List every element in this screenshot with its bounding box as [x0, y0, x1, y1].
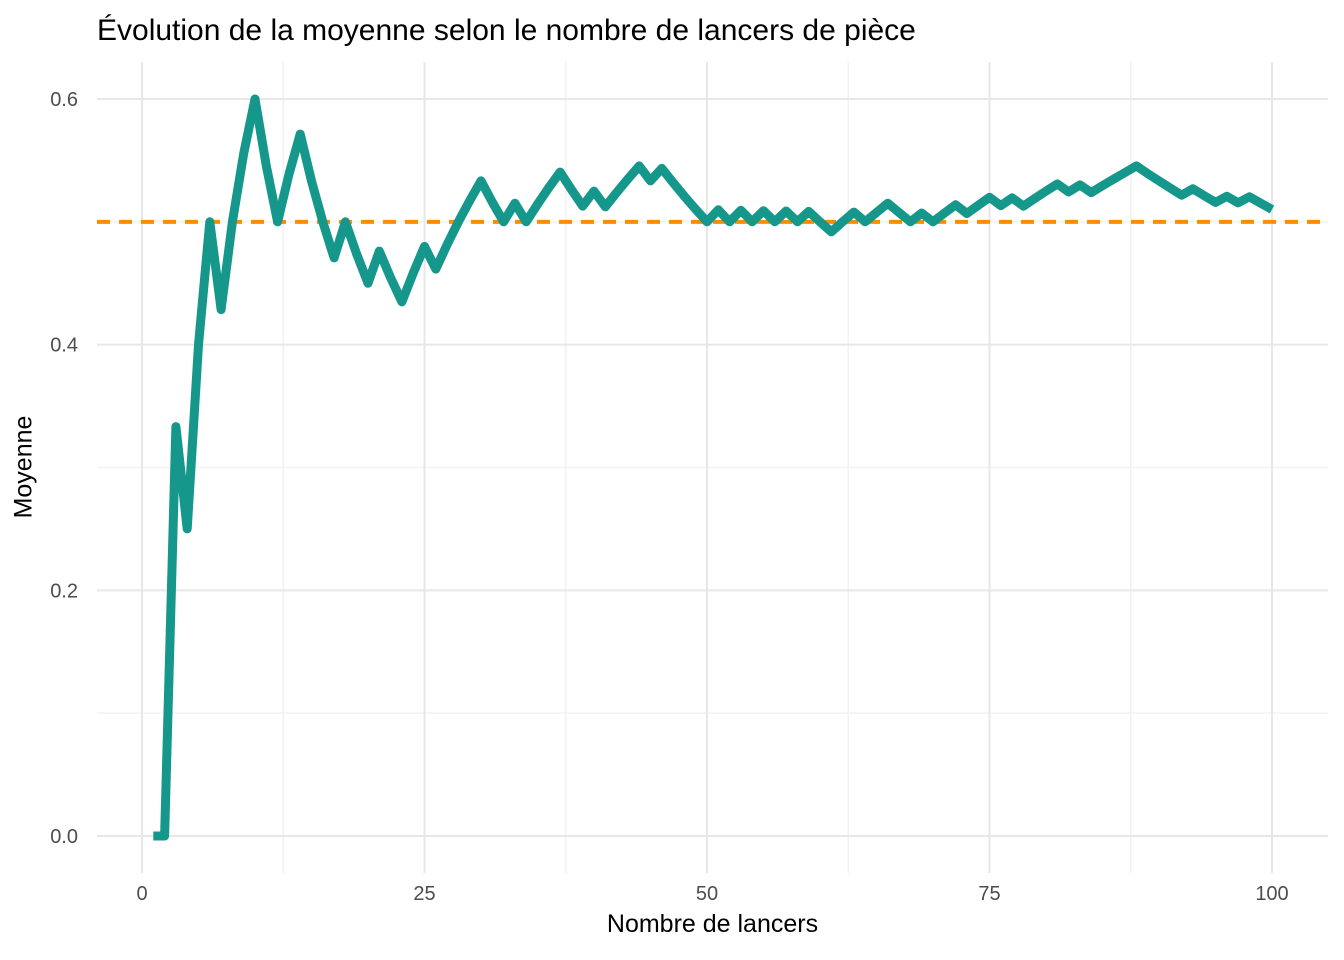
- mean-line-series: [153, 94, 1275, 841]
- y-tick-labels: 0.0 0.2 0.4 0.6: [50, 89, 78, 848]
- x-tick-label: 0: [136, 883, 147, 905]
- x-tick-label: 75: [978, 883, 1000, 905]
- x-axis-title: Nombre de lancers: [606, 910, 819, 938]
- x-tick-labels: 0 25 50 75 100: [136, 883, 1288, 905]
- chart-title: Évolution de la moyenne selon le nombre …: [97, 14, 916, 47]
- y-tick-label: 0.4: [50, 335, 78, 357]
- y-tick-label: 0.0: [50, 826, 78, 848]
- x-tick-label: 100: [1255, 883, 1288, 905]
- minor-gridlines: [97, 62, 1328, 873]
- x-tick-label: 50: [696, 883, 718, 905]
- major-gridlines: [97, 62, 1328, 873]
- y-tick-label: 0.2: [50, 580, 78, 602]
- x-tick-label: 25: [413, 883, 435, 905]
- y-tick-label: 0.6: [50, 89, 78, 111]
- y-axis-title: Moyenne: [9, 415, 38, 519]
